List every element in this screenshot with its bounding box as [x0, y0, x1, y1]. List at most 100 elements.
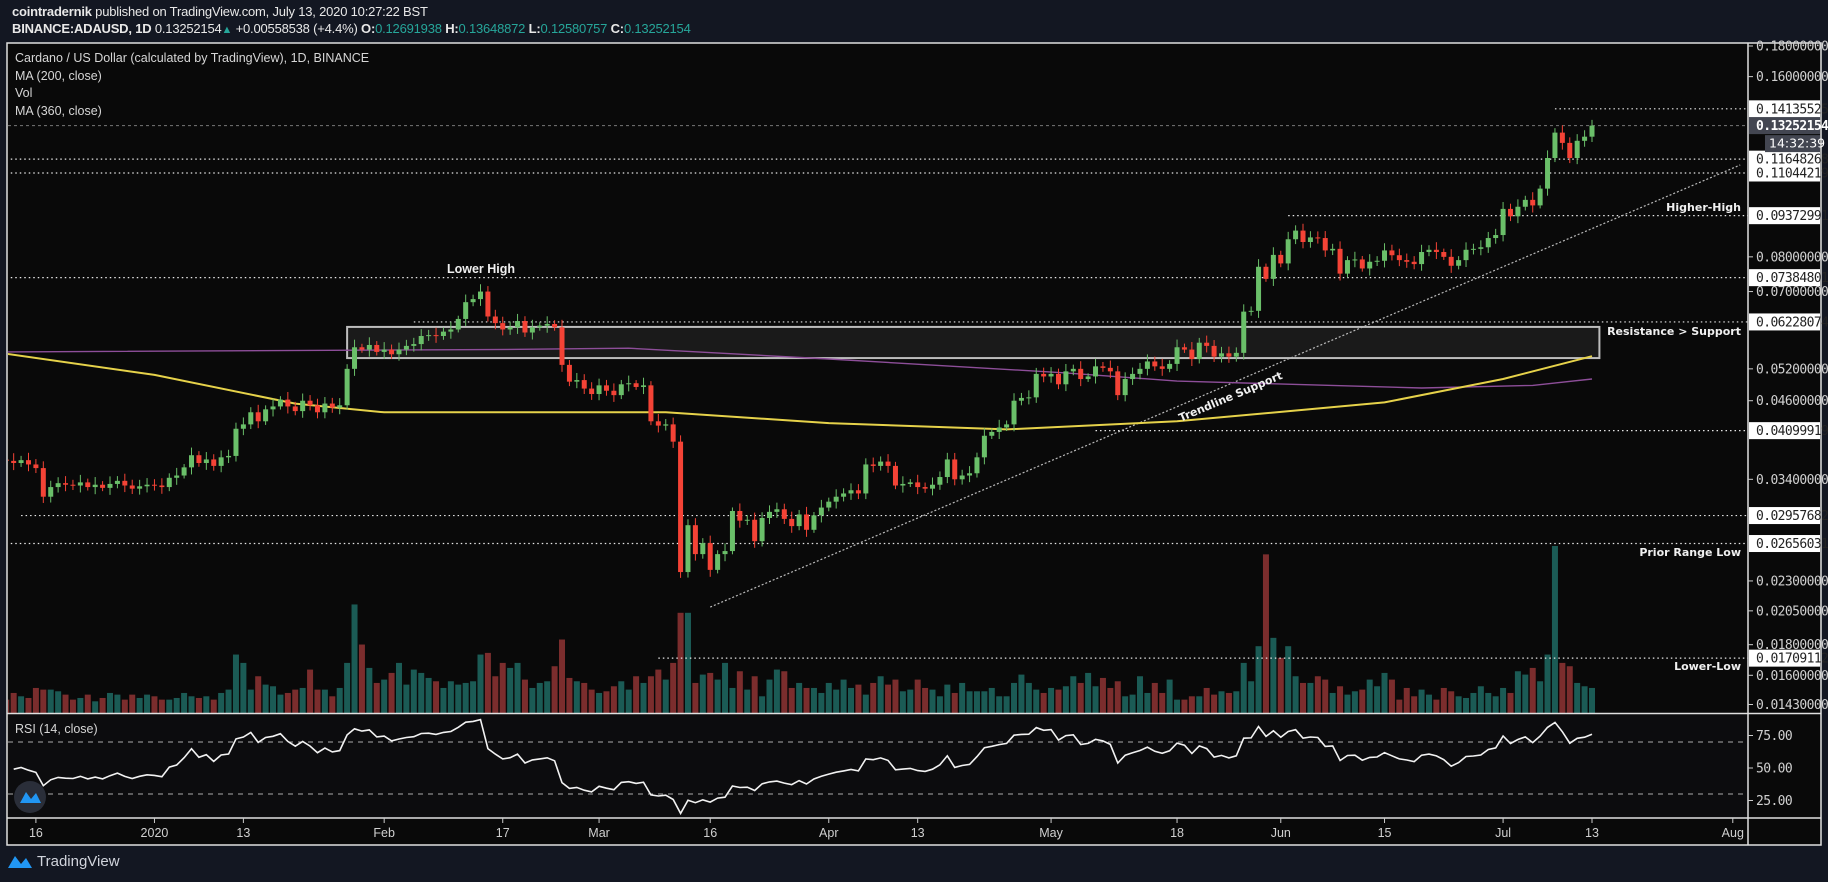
volume-bar [470, 681, 477, 713]
candle [752, 512, 758, 548]
volume-bar [788, 687, 795, 713]
bar-countdown: 14:32:39 [1769, 136, 1825, 151]
zone-layer [346, 325, 1601, 360]
candle [633, 380, 639, 390]
candle [500, 316, 506, 336]
candle [203, 452, 209, 470]
candle [1100, 362, 1106, 372]
countdown-tag [1765, 135, 1820, 153]
candle [707, 535, 713, 577]
volume-bar [1492, 696, 1499, 713]
level-price-label: 0.04099919 [1756, 424, 1828, 439]
volume-bar [692, 682, 699, 713]
author-name[interactable]: cointradernik [12, 4, 92, 19]
candle [744, 515, 750, 525]
volume-bar [1366, 679, 1373, 713]
price-tick-label: 0.05200000 [1756, 362, 1828, 377]
candle [1485, 231, 1491, 253]
candle [1478, 240, 1484, 256]
candle [655, 413, 661, 433]
volume-bar [1388, 679, 1395, 713]
legend-vol[interactable]: Vol [15, 86, 33, 100]
candle [1115, 365, 1121, 401]
candle [285, 391, 291, 414]
current-price-label: 0.13252154 [1756, 119, 1828, 134]
candle [1122, 372, 1128, 402]
volume-bar [514, 662, 521, 713]
volume-bar [744, 689, 751, 713]
volume-bar [440, 687, 447, 713]
candle [25, 452, 31, 472]
volume-bar [536, 682, 543, 713]
legend-ma360[interactable]: MA (360, close) [15, 104, 102, 118]
candle [1211, 340, 1217, 363]
candle [233, 422, 239, 462]
volume-bar [1144, 692, 1151, 713]
volume-bar [1500, 687, 1507, 713]
candle [248, 407, 254, 430]
volume-bar [551, 666, 558, 713]
candle [1322, 231, 1328, 257]
candle [181, 464, 187, 479]
candle [937, 471, 943, 490]
candle [1574, 134, 1580, 165]
trendline-support[interactable] [709, 164, 1741, 608]
volume-bar [1529, 667, 1536, 713]
time-axis[interactable]: 16 2020 13 Feb 17 Mar 16 Apr 13 May 18 Jun 15 Jul 13 Au… [29, 818, 1744, 840]
candle [1130, 367, 1136, 385]
volume-bar [1381, 672, 1388, 713]
resistance-support-zone[interactable] [346, 325, 1601, 360]
prior-range-low-label: Prior Range Low [1639, 546, 1741, 559]
volume-bar [366, 667, 373, 713]
chart-title[interactable]: Cardano / US Dollar (calculated by Tradi… [15, 51, 370, 65]
volume-bar [1300, 682, 1307, 713]
volume-bar [573, 681, 580, 713]
volume-bar [773, 669, 780, 713]
candle [574, 373, 580, 389]
candle [1256, 259, 1262, 318]
volume-bar [922, 687, 929, 713]
rsi-tick-label: 25.00 [1756, 794, 1792, 809]
candle [1078, 361, 1084, 387]
candle [967, 466, 973, 483]
candle [1018, 392, 1024, 406]
high-value: 0.13648872 [458, 21, 526, 36]
candle [641, 377, 647, 395]
rsi-logo-icon[interactable] [14, 781, 46, 813]
ma200-line [8, 353, 1593, 431]
volume-bar [1285, 646, 1292, 713]
brand-name: TradingView [37, 852, 120, 870]
price-axis[interactable]: 0.18000000 0.16000000 0.08000000 0.07000000… [1748, 40, 1828, 810]
candle [270, 398, 276, 417]
volume-bar [840, 679, 847, 713]
candle [448, 321, 454, 339]
candle [1493, 228, 1499, 244]
time-tick-label: 15 [1378, 826, 1392, 840]
candle [1070, 364, 1076, 376]
close-label: C: [610, 21, 625, 36]
volume-bar [277, 694, 284, 713]
volume-bar [47, 689, 54, 713]
candle [729, 507, 735, 555]
volume-bar [655, 669, 662, 713]
candle [151, 479, 157, 491]
higher-high-label: Higher-High [1666, 201, 1741, 214]
candle [1174, 339, 1180, 372]
candle [85, 478, 91, 491]
volume-bar [907, 689, 914, 713]
tradingview-logo[interactable]: TradingView [7, 852, 120, 870]
volume-bar [270, 686, 277, 713]
volume-bar [544, 681, 551, 713]
volume-bar [1099, 677, 1106, 713]
volume-bar [477, 654, 484, 713]
legend-ma200[interactable]: MA (200, close) [15, 69, 102, 83]
candle [263, 405, 269, 425]
volume-bar [944, 684, 951, 713]
legend-rsi[interactable]: RSI (14, close) [15, 722, 98, 736]
time-tick-label: Feb [373, 826, 395, 840]
candle [841, 488, 847, 502]
volume-bar [1574, 682, 1581, 713]
volume-bar [10, 692, 17, 713]
candle [715, 550, 721, 574]
